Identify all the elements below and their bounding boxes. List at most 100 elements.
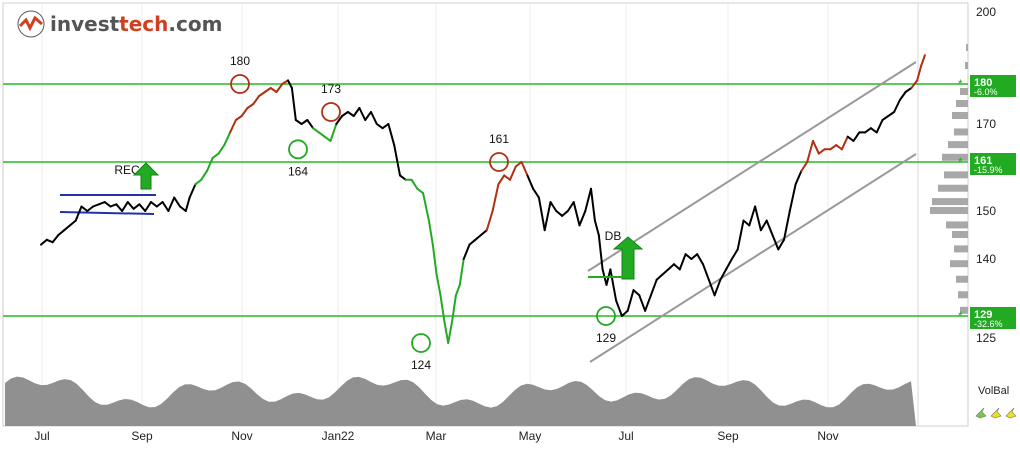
- volume-profile-bar: [965, 62, 968, 69]
- price-segment: [194, 178, 203, 186]
- volbal-arrow-icon: [1005, 407, 1017, 419]
- price-segment: [794, 169, 803, 186]
- price-segment: [835, 144, 843, 151]
- price-segment: [725, 258, 733, 271]
- volume-profile-bar: [952, 112, 968, 119]
- annotation-circle-161: [489, 152, 509, 172]
- price-segment: [294, 119, 303, 125]
- price-segment: [503, 174, 511, 181]
- price-segment: [673, 263, 681, 271]
- price-segment: [655, 273, 664, 281]
- line-label-box: [970, 307, 1016, 329]
- price-segment: [346, 111, 355, 117]
- x-tick-label: Nov: [817, 429, 838, 443]
- annotation-label-124: 124: [411, 358, 431, 372]
- volume-profile-bar: [956, 100, 968, 107]
- price-segment: [578, 210, 587, 227]
- price-segment: [549, 201, 558, 212]
- price-segment: [144, 201, 152, 212]
- price-segment: [240, 107, 249, 117]
- price-segment: [422, 192, 430, 222]
- price-segment: [638, 294, 647, 312]
- price-segment: [86, 205, 95, 212]
- price-segment: [329, 123, 338, 142]
- price-segment: [97, 201, 106, 206]
- price-segment: [597, 234, 604, 271]
- channel-lower-line: [589, 153, 917, 363]
- investtech-logo[interactable]: investtech.com: [17, 10, 222, 38]
- annotation-circle-173: [321, 102, 341, 122]
- annotation-label-161: 161: [489, 132, 509, 146]
- price-segment: [69, 219, 77, 227]
- buy-signal-arrow-icon: [612, 236, 644, 280]
- volume-profile-bar: [930, 207, 968, 214]
- price-segment: [719, 268, 728, 281]
- price-segment: [92, 203, 100, 208]
- price-segment: [138, 203, 147, 212]
- price-segment: [51, 234, 60, 244]
- price-segment: [410, 178, 419, 190]
- rectangle-formation: [59, 194, 156, 215]
- y-axis: 200 170 150 140 125: [976, 5, 996, 345]
- price-segment: [126, 201, 135, 210]
- volbal-indicator: VolBal: [975, 385, 1017, 419]
- annotation-label-180: 180: [230, 54, 250, 68]
- volume-profile-histogram: [930, 44, 968, 314]
- price-segment: [593, 219, 600, 236]
- y-tick-label: 170: [976, 117, 996, 131]
- price-segment: [497, 174, 506, 186]
- price-segment: [263, 87, 272, 93]
- price-segment: [491, 183, 500, 212]
- price-segment: [109, 203, 118, 208]
- price-segment: [179, 205, 187, 212]
- price-segment: [103, 201, 112, 208]
- price-segment: [40, 238, 48, 246]
- volume-profile-bar: [946, 221, 968, 229]
- price-segment: [864, 127, 872, 134]
- price-segment: [887, 111, 896, 117]
- price-segment: [217, 144, 226, 155]
- pattern-signals: REC DB: [114, 162, 644, 280]
- price-segment: [590, 187, 596, 222]
- logo-text-accent: tech: [119, 12, 168, 36]
- price-segment: [341, 111, 349, 117]
- y-tick-label: 150: [976, 204, 996, 218]
- price-segment: [150, 201, 158, 208]
- logo-text-suffix: .com: [168, 12, 222, 36]
- price-segment: [667, 263, 675, 271]
- volbal-arrow-icon: [975, 407, 987, 419]
- annotation-label-164: 164: [288, 164, 308, 178]
- volume-profile-bar: [954, 245, 968, 253]
- price-segment: [514, 161, 523, 168]
- y-tick-label: 125: [976, 331, 996, 345]
- price-segment: [485, 210, 494, 232]
- price-segment: [904, 87, 913, 93]
- price-segment: [447, 320, 454, 344]
- price-segment: [167, 196, 176, 212]
- price-segment: [620, 309, 629, 317]
- x-tick-label: May: [519, 429, 542, 443]
- price-segment: [759, 219, 768, 232]
- annotation-circle-129: [596, 306, 616, 326]
- price-segment: [777, 238, 785, 251]
- price-segment: [115, 203, 124, 212]
- price-segment: [754, 205, 762, 232]
- line-label-box: [970, 75, 1016, 97]
- price-segment: [520, 161, 529, 177]
- price-segment: [161, 201, 170, 212]
- price-segment: [300, 119, 309, 125]
- volume-profile-bar: [952, 231, 968, 238]
- price-segment: [572, 201, 581, 227]
- price-segment: [736, 219, 745, 251]
- price-segment: [632, 289, 641, 297]
- price-segment: [783, 210, 791, 241]
- volume-balance-area: [5, 376, 916, 426]
- price-segment: [352, 107, 361, 117]
- price-segment: [566, 201, 575, 212]
- volume-profile-bar: [950, 260, 968, 268]
- price-segment: [206, 156, 214, 172]
- price-segment: [364, 111, 372, 121]
- volume-profile-bar: [954, 128, 968, 136]
